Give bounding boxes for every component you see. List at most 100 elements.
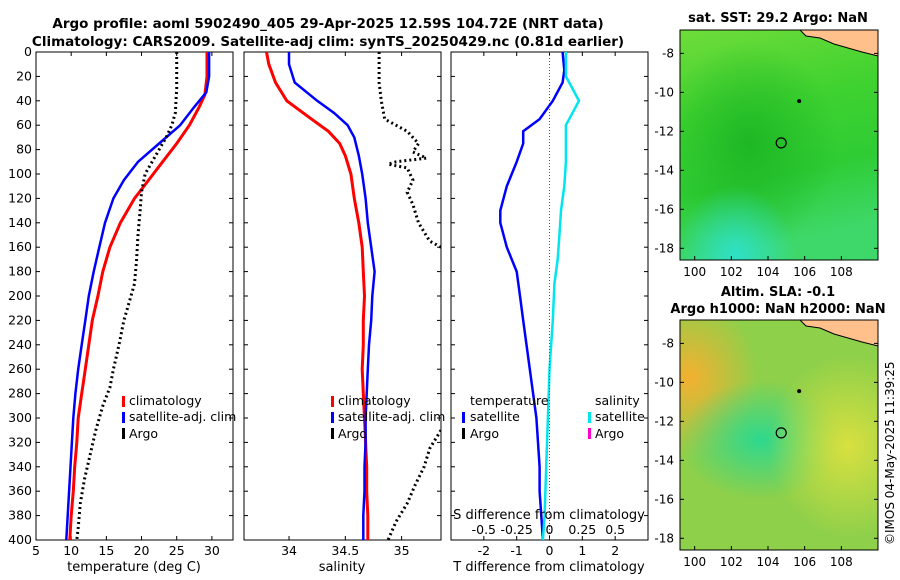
difference-x-ticks: -2 -1 0 1 2	[478, 52, 619, 558]
salinity-axes-frame	[243, 51, 442, 541]
map-y-tick-label: -12	[654, 124, 674, 138]
legend-title-salinity: salinity	[595, 393, 640, 408]
temperature-legend: climatology satellite-adj. clim Argo	[122, 393, 236, 441]
map-y-tick-label: -8	[662, 336, 674, 350]
salinity-panel: 34 34.5 35 salinity climatology satellite-…	[243, 51, 445, 575]
map-y-tick-label: -10	[654, 85, 674, 99]
x-tick-label: 2	[611, 543, 619, 558]
y-tick-label: 180	[8, 264, 32, 279]
map-y-tick-label: -14	[654, 163, 674, 177]
salinity-series	[265, 52, 441, 540]
map-y-tick-label: -8	[662, 46, 674, 60]
legend-title-temperature: temperature	[470, 393, 549, 408]
map-y-tick-label: -12	[654, 414, 674, 428]
x-tick-label: 10	[63, 543, 79, 558]
map-y-tick-label: -16	[654, 202, 674, 216]
legend-label-salinity-argo: Argo	[595, 426, 624, 441]
sla-map-frame	[679, 319, 879, 551]
map-x-tick-label: 104	[757, 265, 780, 279]
legend-swatch-temperature-argo	[462, 428, 465, 439]
legend-label-climatology: climatology	[129, 393, 202, 408]
salinity-legend: climatology satellite-adj. clim Argo	[331, 393, 445, 441]
map-y-tick-label: -10	[654, 375, 674, 389]
sst-x-ticks: 100 102 104 106 108	[683, 256, 853, 279]
sla-mid-patch	[680, 320, 878, 550]
legend-label-argo: Argo	[338, 426, 367, 441]
legend-swatch-temperature-satellite	[462, 412, 465, 423]
sst-cyan-patch	[680, 30, 878, 260]
y-tick-label: 200	[8, 288, 32, 303]
legend-label-climatology: climatology	[338, 393, 411, 408]
map-y-tick-label: -18	[654, 241, 674, 255]
header-line1: Argo profile: aoml 5902490_405 29-Apr-20…	[52, 16, 603, 32]
argo-profile-marker	[775, 137, 787, 149]
y-tick-label: 380	[8, 508, 32, 523]
x-tick-label: 34	[281, 543, 297, 558]
difference-series	[499, 52, 581, 540]
y-tick-label: 260	[8, 361, 32, 376]
sla-map-title: Altim. SLA: -0.1	[721, 285, 835, 300]
series-line-argo	[75, 52, 179, 540]
y-tick-label: 160	[8, 239, 32, 254]
temperature-series	[65, 52, 211, 540]
series-line-satellite-adj-clim	[287, 52, 376, 540]
x-tick-label: 1	[578, 543, 586, 558]
temperature-axes-frame	[35, 51, 234, 541]
sla-field	[680, 320, 878, 550]
copyright-timestamp: ©IMOS 04-May-2025 11:39:25	[883, 361, 897, 545]
map-x-tick-label: 106	[793, 555, 816, 569]
map-x-tick-label: 108	[830, 265, 853, 279]
sla-map-subtitle: Argo h1000: NaN h2000: NaN	[670, 302, 885, 317]
sla-x-ticks: 100 102 104 106 108	[683, 546, 853, 569]
y-tick-label: 0	[24, 44, 32, 59]
x-tick-label: 34.5	[331, 543, 359, 558]
x-tick-label: 30	[204, 543, 220, 558]
sst-map-frame	[679, 29, 879, 261]
map-x-tick-label: 102	[720, 555, 743, 569]
salinity-x-ticks: 34 34.5 35	[281, 52, 410, 558]
x-tick-label: 20	[134, 543, 150, 558]
x-tick-label: 0	[546, 543, 554, 558]
argo-profile-marker	[775, 427, 787, 439]
series-line-argo	[377, 52, 441, 249]
legend-label-satellite: satellite-adj. clim	[129, 409, 236, 424]
legend-swatch-climatology	[331, 396, 334, 407]
y-tick-label: 120	[8, 190, 32, 205]
difference-panel: -2 -1 0 1 2 S difference from climatology -0…	[450, 51, 649, 575]
x-tick-label: -2	[478, 543, 490, 558]
top-tick-label: -0.5	[472, 522, 496, 537]
legend-label-temperature-satellite: satellite	[470, 409, 520, 424]
legend-swatch-satellite	[122, 412, 125, 423]
difference-legend: temperature satellite Argo salinity sate…	[462, 393, 645, 441]
y-tick-label: 20	[16, 68, 32, 83]
map-x-tick-label: 100	[683, 265, 706, 279]
y-tick-label: 100	[8, 166, 32, 181]
map-y-tick-label: -16	[654, 492, 674, 506]
legend-swatch-satellite	[331, 412, 334, 423]
legend-label-argo: Argo	[129, 426, 158, 441]
sst-y-ticks: -8 -10 -12 -14 -16 -18	[654, 46, 878, 255]
x-tick-label: 35	[394, 543, 410, 558]
series-line-argo-deep	[386, 429, 441, 540]
sst-field	[680, 30, 878, 260]
map-x-tick-label: 104	[757, 555, 780, 569]
series-line-salinity-satellite	[541, 52, 581, 540]
salinity-xlabel: salinity	[319, 560, 366, 575]
header-line2: Climatology: CARS2009. Satellite-adj cli…	[32, 34, 624, 50]
legend-label-temperature-argo: Argo	[470, 426, 499, 441]
map-x-tick-label: 100	[683, 555, 706, 569]
land-java	[740, 30, 878, 57]
top-tick-label: 0.5	[605, 522, 625, 537]
christmas-island-marker	[797, 389, 802, 394]
legend-swatch-argo	[122, 428, 125, 439]
christmas-island-marker	[797, 99, 802, 104]
sla-y-ticks: -8 -10 -12 -14 -16 -18	[654, 336, 878, 545]
y-tick-label: 340	[8, 459, 32, 474]
series-line-satellite-adj-clim	[65, 52, 211, 540]
map-x-tick-label: 106	[793, 265, 816, 279]
y-tick-label: 140	[8, 215, 32, 230]
series-line-climatology	[265, 52, 370, 540]
sst-map-title: sat. SST: 29.2 Argo: NaN	[688, 11, 868, 26]
map-y-tick-label: -14	[654, 453, 674, 467]
